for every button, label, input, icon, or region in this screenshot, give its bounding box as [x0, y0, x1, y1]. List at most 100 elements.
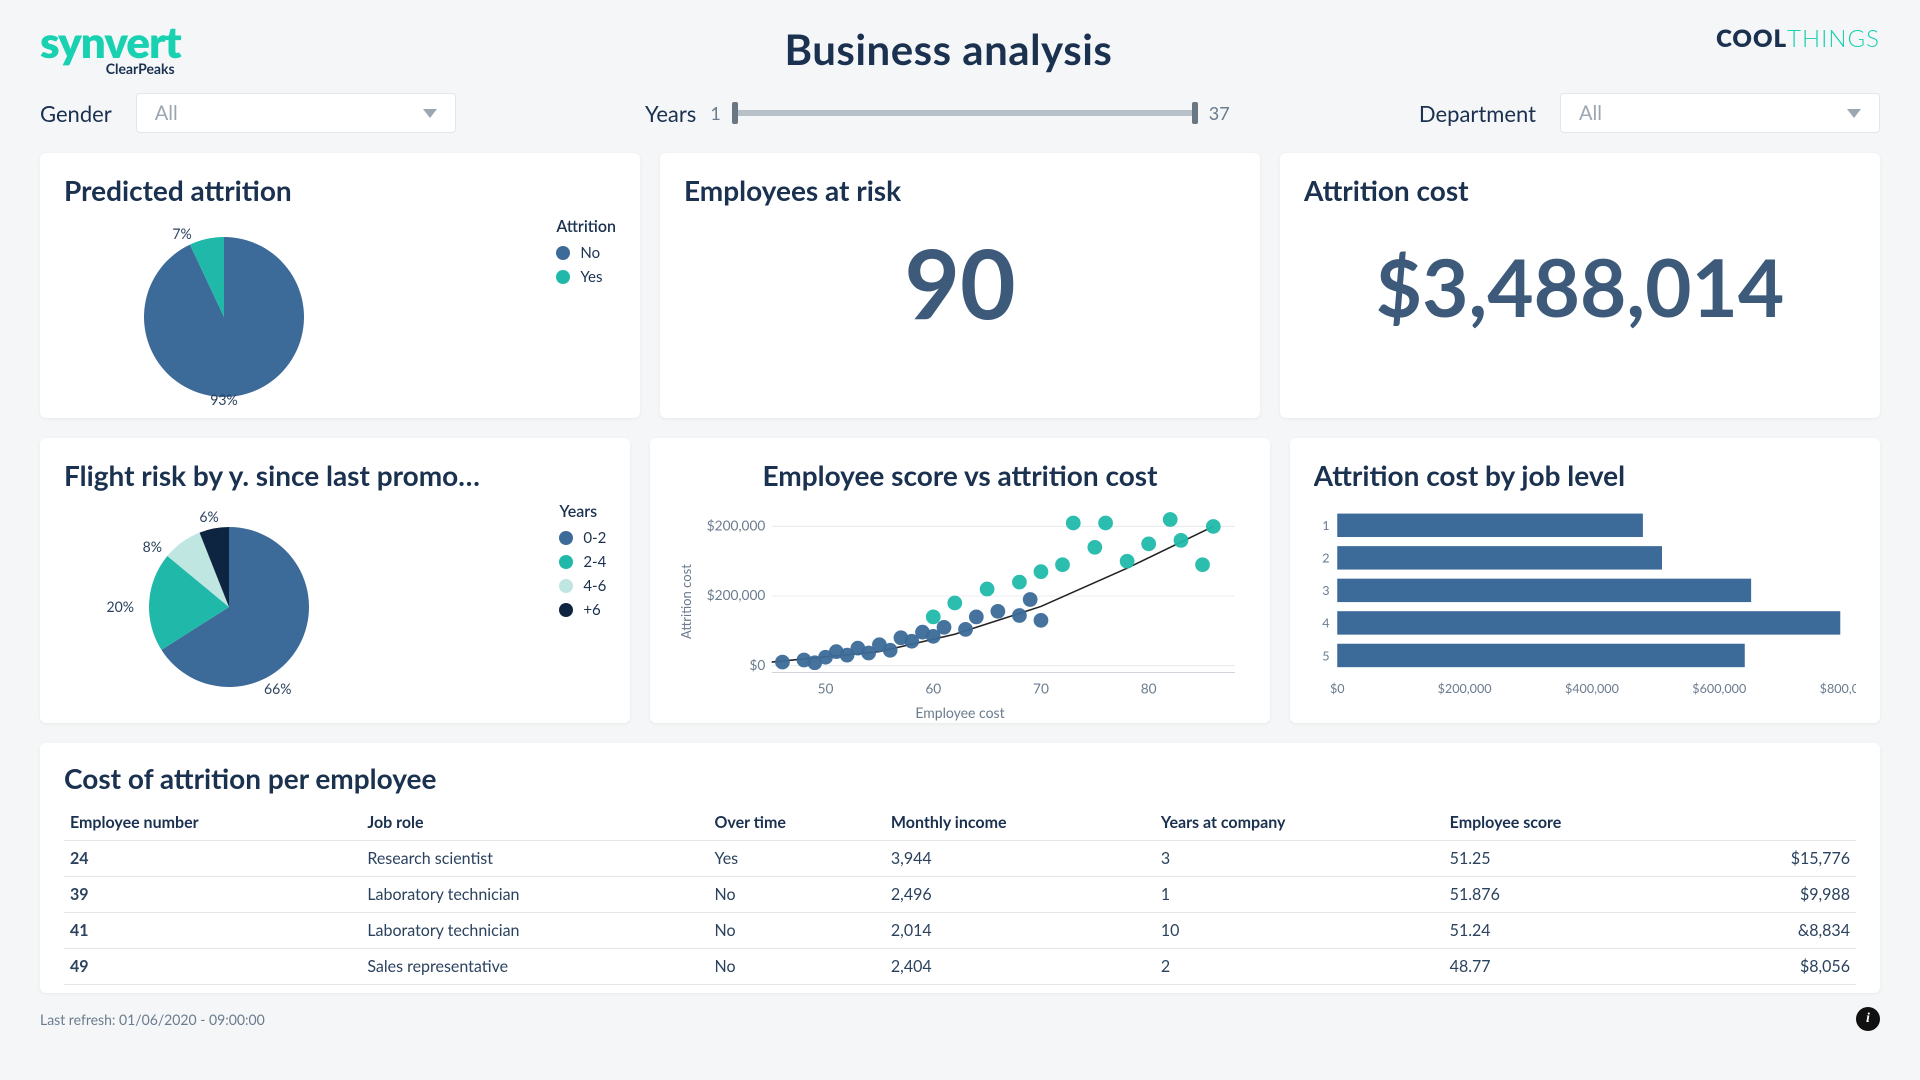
svg-text:5: 5	[1322, 649, 1329, 664]
cards-row-1: Predicted attrition 93%7% Attrition NoYe…	[40, 153, 1880, 418]
gender-value: All	[155, 101, 178, 125]
table-cell: 39	[64, 877, 361, 913]
card-title: Employee score vs attrition cost	[674, 458, 1245, 492]
legend-label: 4-6	[583, 577, 606, 595]
legend-label: Yes	[580, 268, 602, 286]
card-employees-at-risk: Employees at risk 90	[660, 153, 1260, 418]
table-cell: Sales representative	[361, 949, 708, 985]
card-predicted-attrition: Predicted attrition 93%7% Attrition NoYe…	[40, 153, 640, 418]
last-refresh: Last refresh: 01/06/2020 - 09:00:00	[40, 1011, 265, 1028]
attrition-table: Employee numberJob roleOver timeMonthly …	[64, 805, 1856, 985]
svg-text:50: 50	[818, 680, 834, 697]
scatter-xlabel: Employee cost	[674, 704, 1245, 721]
table-cell: 48.77	[1444, 949, 1705, 985]
table-row[interactable]: 39Laboratory technicianNo2,496151.876$9,…	[64, 877, 1856, 913]
page-title: Business analysis	[784, 24, 1112, 74]
info-icon[interactable]: i	[1856, 1007, 1880, 1031]
svg-text:60: 60	[926, 680, 942, 697]
department-label: Department	[1419, 100, 1536, 127]
svg-text:93%: 93%	[210, 391, 237, 407]
legend-label: No	[580, 244, 600, 262]
legend-title: Attrition	[556, 217, 616, 236]
table-cell: $9,988	[1705, 877, 1856, 913]
svg-text:$800,000: $800,000	[1819, 681, 1856, 696]
logo-sub: ClearPeaks	[106, 63, 175, 75]
table-row[interactable]: 24Research scientistYes3,944351.25$15,77…	[64, 841, 1856, 877]
legend-item: 2-4	[559, 553, 606, 571]
card-title: Cost of attrition per employee	[64, 761, 1856, 795]
years-range[interactable]	[735, 102, 1195, 124]
card-table: Cost of attrition per employee Employee …	[40, 743, 1880, 993]
svg-text:20%: 20%	[107, 598, 134, 615]
department-value: All	[1579, 101, 1602, 125]
table-header: Years at company	[1155, 805, 1444, 841]
table-cell: Laboratory technician	[361, 877, 708, 913]
svg-text:$200,000: $200,000	[1437, 681, 1491, 696]
table-cell: No	[708, 949, 884, 985]
svg-text:$200,000: $200,000	[707, 586, 766, 603]
table-cell: $8,056	[1705, 949, 1856, 985]
years-filter: Years 1 37	[480, 100, 1395, 127]
table-cell: &8,834	[1705, 913, 1856, 949]
pie-chart-predicted: 93%7%	[64, 217, 344, 407]
table-cell: 2,404	[885, 949, 1155, 985]
card-flight-risk: Flight risk by y. since last promo… 66% 2…	[40, 438, 630, 723]
legend-item: 4-6	[559, 577, 606, 595]
table-cell: 24	[64, 841, 361, 877]
table-header: Monthly income	[885, 805, 1155, 841]
logo: synvert ClearPeaks	[40, 24, 181, 75]
svg-text:$0: $0	[750, 656, 766, 673]
legend-item: +6	[559, 601, 606, 619]
svg-text:3: 3	[1322, 584, 1329, 599]
table-cell: 3,944	[885, 841, 1155, 877]
logo-main: synvert	[40, 24, 181, 61]
range-thumb-max[interactable]	[1192, 102, 1198, 124]
svg-text:4: 4	[1322, 616, 1329, 631]
swatch-icon	[556, 246, 570, 260]
table-cell: 51.25	[1444, 841, 1705, 877]
svg-text:80: 80	[1141, 680, 1157, 697]
header: synvert ClearPeaks Business analysis COO…	[40, 24, 1880, 75]
swatch-icon	[556, 270, 570, 284]
swatch-icon	[559, 579, 573, 593]
legend-label: 0-2	[583, 529, 606, 547]
years-label: Years	[645, 100, 696, 127]
table-cell: 10	[1155, 913, 1444, 949]
table-row[interactable]: 49Sales representativeNo2,404248.77$8,05…	[64, 949, 1856, 985]
years-min: 1	[710, 102, 720, 124]
legend-predicted: Attrition No Yes	[556, 217, 616, 292]
hbar-chart: 1 2 3 4 5 $0 $200,000 $400,000 $600,000 $800,000	[1314, 502, 1856, 702]
table-cell: 49	[64, 949, 361, 985]
svg-text:70: 70	[1033, 680, 1049, 697]
chevron-down-icon	[1847, 109, 1861, 118]
table-header: Employee score	[1444, 805, 1705, 841]
svg-text:2: 2	[1322, 551, 1329, 566]
swatch-icon	[559, 555, 573, 569]
svg-text:$400,000: $400,000	[1565, 681, 1619, 696]
table-cell: 3	[1155, 841, 1444, 877]
svg-text:8%: 8%	[143, 538, 162, 555]
legend-item: 0-2	[559, 529, 606, 547]
legend-label: +6	[583, 601, 600, 619]
kpi-value: 90	[684, 235, 1236, 331]
gender-select[interactable]: All	[136, 93, 456, 133]
brand-right: COOLTHINGS	[1716, 24, 1880, 53]
card-title: Flight risk by y. since last promo…	[64, 458, 606, 492]
svg-text:1: 1	[1322, 518, 1329, 533]
table-cell: 2,014	[885, 913, 1155, 949]
department-select[interactable]: All	[1560, 93, 1880, 133]
table-cell: 51.876	[1444, 877, 1705, 913]
svg-text:66%: 66%	[264, 680, 291, 697]
range-thumb-min[interactable]	[732, 102, 738, 124]
svg-text:$0: $0	[1330, 681, 1345, 696]
table-cell: 51.24	[1444, 913, 1705, 949]
card-attrition-cost: Attrition cost $3,488,014	[1280, 153, 1880, 418]
table-cell: Yes	[708, 841, 884, 877]
table-row[interactable]: 41Laboratory technicianNo2,0141051.24&8,…	[64, 913, 1856, 949]
table-cell: $15,776	[1705, 841, 1856, 877]
table-cell: Laboratory technician	[361, 913, 708, 949]
svg-text:$600,000: $600,000	[1692, 681, 1746, 696]
kpi-value: $3,488,014	[1304, 239, 1856, 335]
chevron-down-icon	[423, 109, 437, 118]
table-cell: 41	[64, 913, 361, 949]
